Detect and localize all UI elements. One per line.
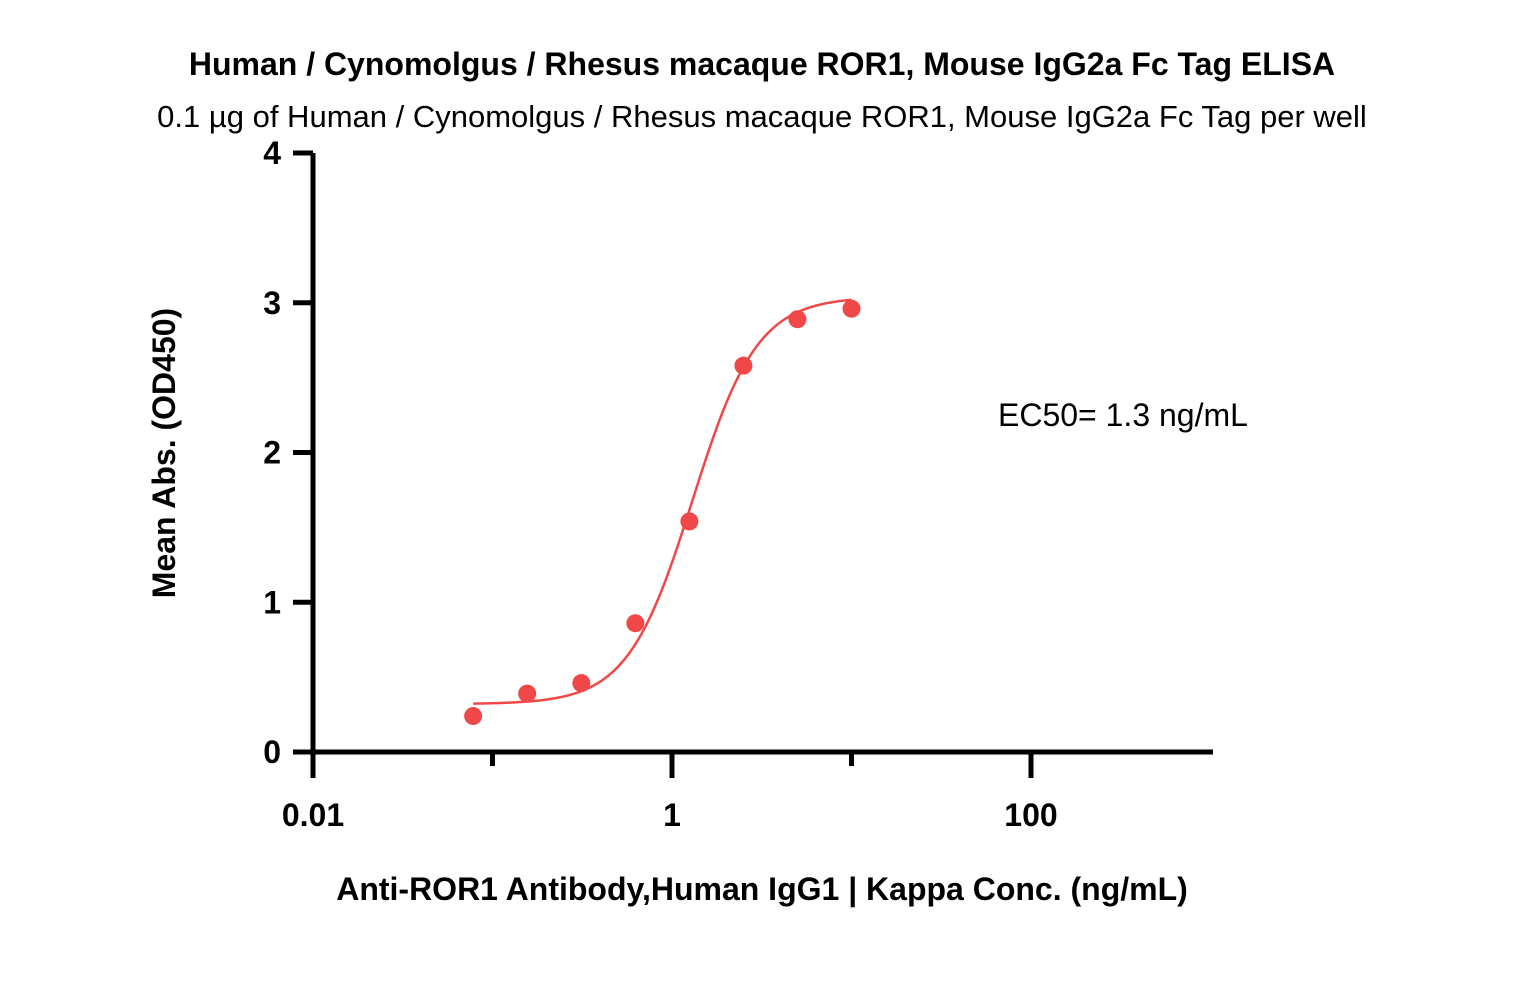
data-point <box>788 310 807 329</box>
y-tick-label: 0 <box>263 734 281 770</box>
fit-curve <box>473 298 852 705</box>
y-tick-label: 1 <box>263 584 281 620</box>
data-point <box>518 684 537 703</box>
x-tick-label: 100 <box>1004 797 1057 833</box>
data-point <box>572 674 591 693</box>
x-axis-label: Anti-ROR1 Antibody,Human IgG1 | Kappa Co… <box>336 871 1188 907</box>
x-tick-label: 1 <box>663 797 681 833</box>
data-point <box>842 299 861 318</box>
data-point <box>734 356 753 375</box>
y-tick-label: 2 <box>263 435 281 471</box>
ec50-annotation: EC50= 1.3 ng/mL <box>998 397 1248 433</box>
tick-labels: 0 1 2 3 4 0.01 1 100 <box>263 135 1057 833</box>
data-point <box>626 614 645 633</box>
data-point <box>680 512 699 531</box>
data-point <box>464 707 483 726</box>
data-points <box>464 299 861 726</box>
y-tick-label: 4 <box>263 135 281 171</box>
y-tick-label: 3 <box>263 285 281 321</box>
axes <box>293 150 1213 778</box>
chart-title: Human / Cynomolgus / Rhesus macaque ROR1… <box>188 46 1336 82</box>
y-axis-label: Mean Abs. (OD450) <box>146 308 182 598</box>
chart-subtitle: 0.1 µg of Human / Cynomolgus / Rhesus ma… <box>157 99 1367 134</box>
x-tick-label: 0.01 <box>282 797 344 833</box>
